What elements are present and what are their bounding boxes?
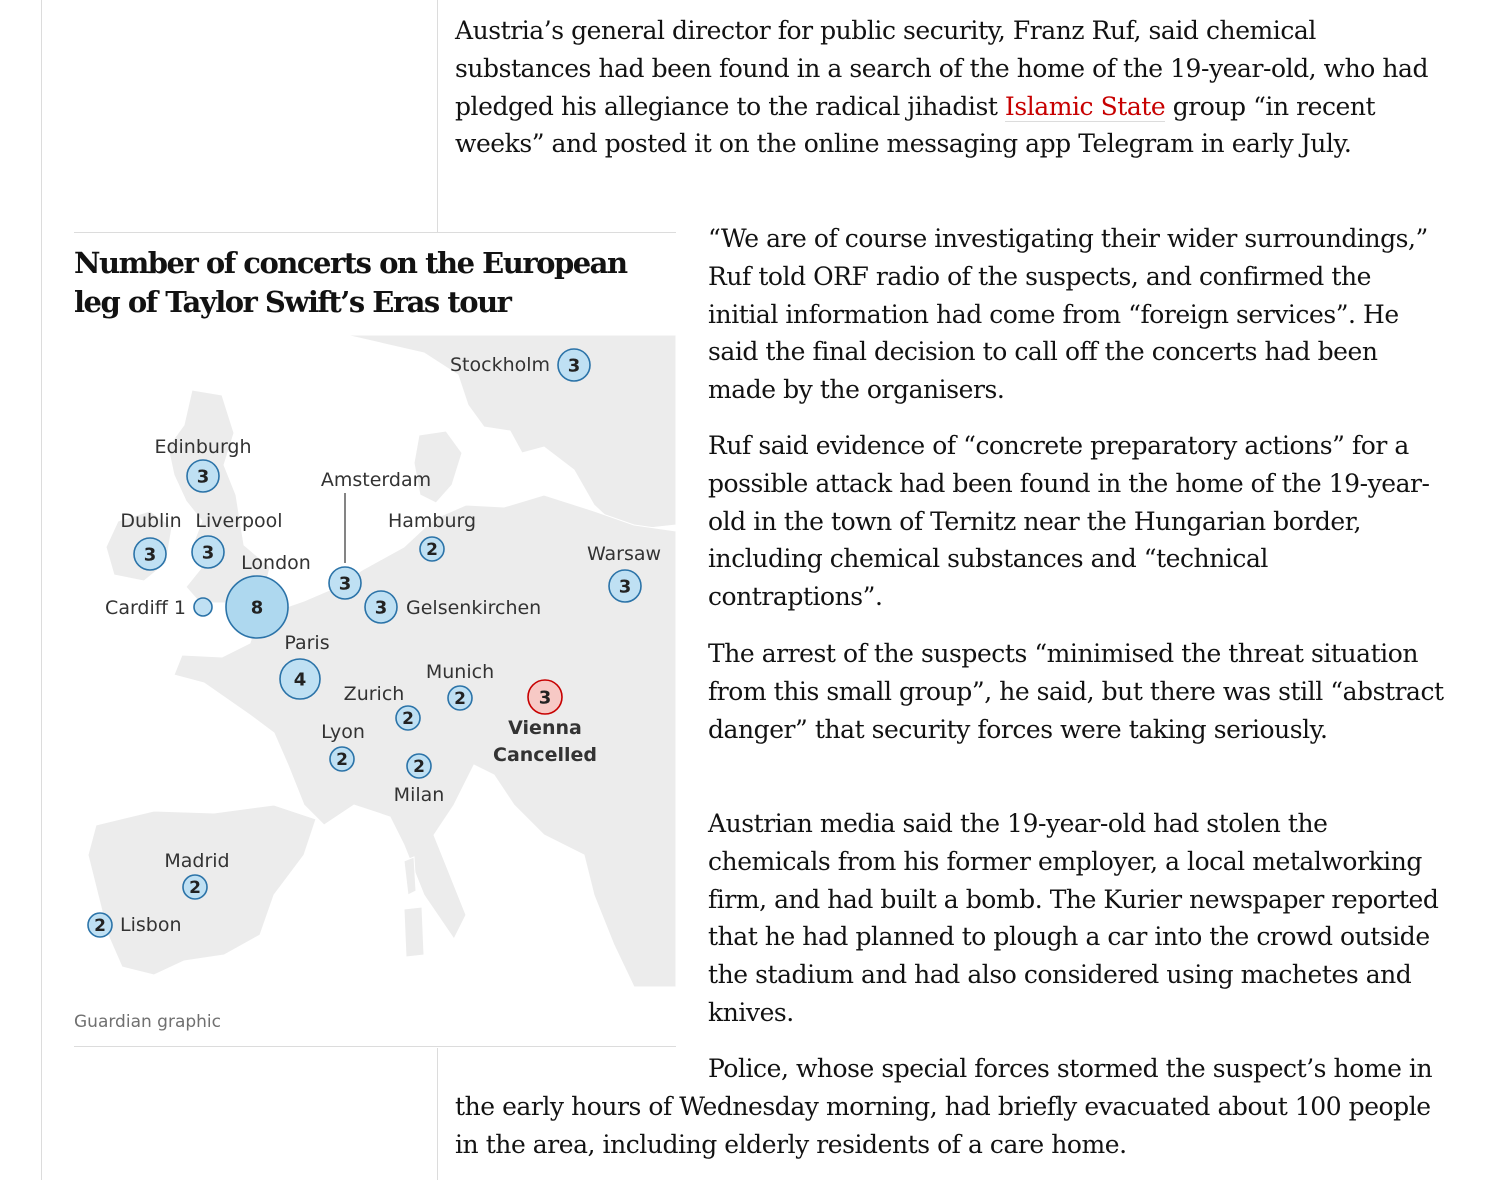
concert-count-circle xyxy=(329,746,355,772)
concert-count-circle xyxy=(193,597,213,617)
cancelled-label: Cancelled xyxy=(493,744,597,766)
city-marker-cardiff: Cardiff 1 xyxy=(105,597,213,619)
city-label: Stockholm xyxy=(450,354,550,376)
city-marker-milan: 2 Milan xyxy=(394,753,445,806)
figure-bottom-rule xyxy=(74,1046,676,1047)
city-marker-stockholm: Stockholm 3 xyxy=(450,348,591,382)
concert-count-circle xyxy=(186,459,220,493)
city-label: Edinburgh xyxy=(154,436,251,458)
concert-count: 4 xyxy=(294,670,307,691)
concert-count: 2 xyxy=(189,878,201,898)
map-svg: Stockholm 3 Edinburgh 3 Amsterdam 3 Dubl… xyxy=(87,334,677,988)
concert-count: 2 xyxy=(402,709,414,729)
figure-title: Number of concerts on the European leg o… xyxy=(74,246,628,319)
concert-count: 3 xyxy=(568,356,581,377)
city-label: Munich xyxy=(426,661,494,683)
concert-count-circle xyxy=(557,348,591,382)
concert-count-circle xyxy=(419,536,445,562)
concert-count-circle xyxy=(225,575,289,639)
concert-count: 3 xyxy=(619,577,632,598)
concert-count-circle xyxy=(395,705,421,731)
city-label: Amsterdam xyxy=(321,469,431,491)
land-masses xyxy=(87,334,677,988)
paragraph-police-evacuation: Police, whose special forces stormed the… xyxy=(455,1054,1433,1159)
concert-count-circle xyxy=(608,569,642,603)
city-label: London xyxy=(241,552,311,574)
concert-count: 2 xyxy=(454,689,466,709)
sardinia-landmass xyxy=(403,906,425,958)
city-label: Madrid xyxy=(164,850,229,872)
city-marker-liverpool: Liverpool 3 xyxy=(191,510,283,569)
concert-count: 8 xyxy=(251,598,264,619)
city-label: Lisbon xyxy=(120,914,182,936)
concert-count: 2 xyxy=(413,757,425,777)
paragraph-text: group “in recent weeks” and posted it on… xyxy=(455,91,1376,159)
city-marker-edinburgh: Edinburgh 3 xyxy=(154,436,252,493)
city-marker-lisbon: 2 Lisbon xyxy=(87,912,182,938)
city-marker-madrid: Madrid 2 xyxy=(164,850,230,900)
city-marker-lyon: Lyon 2 xyxy=(321,721,365,772)
paragraph-ruf-chemicals: Austria’s general director for public se… xyxy=(455,12,1445,163)
city-marker-amsterdam: Amsterdam 3 xyxy=(321,469,431,600)
concert-count: 2 xyxy=(426,540,438,560)
city-label: Gelsenkirchen xyxy=(406,597,541,619)
city-marker-hamburg: Hamburg 2 xyxy=(388,510,476,562)
concert-count: 3 xyxy=(202,543,215,564)
city-label: Liverpool xyxy=(195,510,282,532)
figure-credit: Guardian graphic xyxy=(74,1012,221,1032)
city-label: Warsaw xyxy=(587,543,661,565)
city-marker-dublin: Dublin 3 xyxy=(120,510,182,571)
city-label: Dublin xyxy=(120,510,181,532)
body-column-rule-top xyxy=(437,0,438,232)
concert-count-circle xyxy=(406,753,432,779)
concert-count-circle xyxy=(191,535,225,569)
body-column-rule-bottom xyxy=(437,1048,438,1180)
city-marker-paris: Paris 4 xyxy=(279,632,330,700)
concert-count: 2 xyxy=(336,750,348,770)
city-marker-gelsenkirchen: 3 Gelsenkirchen xyxy=(364,590,541,624)
paragraph-threat-situation: The arrest of the suspects “minimised th… xyxy=(708,639,1444,744)
city-label: Zurich xyxy=(344,683,405,705)
city-marker-warsaw: Warsaw 3 xyxy=(587,543,661,603)
city-label: Cardiff 1 xyxy=(105,597,186,619)
paragraph-preparatory-actions: Ruf said evidence of “concrete preparato… xyxy=(708,431,1430,612)
city-marker-zurich: Zurich 2 xyxy=(344,683,421,731)
concert-count-circle xyxy=(279,658,321,700)
city-label: Milan xyxy=(394,784,445,806)
corsica-landmass xyxy=(403,856,417,896)
mainland-europe-landmass xyxy=(173,494,677,988)
concert-count-circle xyxy=(87,912,113,938)
europe-concert-map: Stockholm 3 Edinburgh 3 Amsterdam 3 Dubl… xyxy=(74,334,677,988)
concert-count-circle xyxy=(182,874,208,900)
concert-count: 3 xyxy=(197,467,210,488)
jutland-landmass xyxy=(413,430,463,504)
concert-count-circle xyxy=(364,590,398,624)
paragraph-kurier-report: Austrian media said the 19-year-old had … xyxy=(708,809,1439,1027)
paragraph-wider-surroundings: “We are of course investigating their wi… xyxy=(708,224,1428,405)
concert-count-circle-cancelled xyxy=(527,679,563,715)
city-markers: Stockholm 3 Edinburgh 3 Amsterdam 3 Dubl… xyxy=(87,348,661,938)
city-marker-london: London 8 xyxy=(225,552,311,639)
concert-count: 2 xyxy=(94,916,106,936)
paragraph-text: Austria’s general director for public se… xyxy=(455,16,1429,121)
city-label: Hamburg xyxy=(388,510,476,532)
city-marker-munich: Munich 2 xyxy=(426,661,494,711)
city-label: Paris xyxy=(284,632,329,654)
city-label: Vienna xyxy=(508,717,582,739)
city-label: Lyon xyxy=(321,721,365,743)
city-marker-vienna-cancelled: 3 Vienna Cancelled xyxy=(493,679,597,766)
concert-count-circle xyxy=(133,537,167,571)
scandinavia-landmass xyxy=(345,334,677,532)
concert-count-circle xyxy=(328,566,362,600)
left-column-rule xyxy=(41,0,42,1180)
concert-count-circle xyxy=(447,685,473,711)
concert-count: 3 xyxy=(144,545,157,566)
concert-count: 3 xyxy=(339,574,352,595)
concert-count: 3 xyxy=(539,688,552,709)
concert-count: 3 xyxy=(375,598,388,619)
islamic-state-link[interactable]: Islamic State xyxy=(1004,91,1166,122)
figure-top-rule xyxy=(74,232,676,233)
